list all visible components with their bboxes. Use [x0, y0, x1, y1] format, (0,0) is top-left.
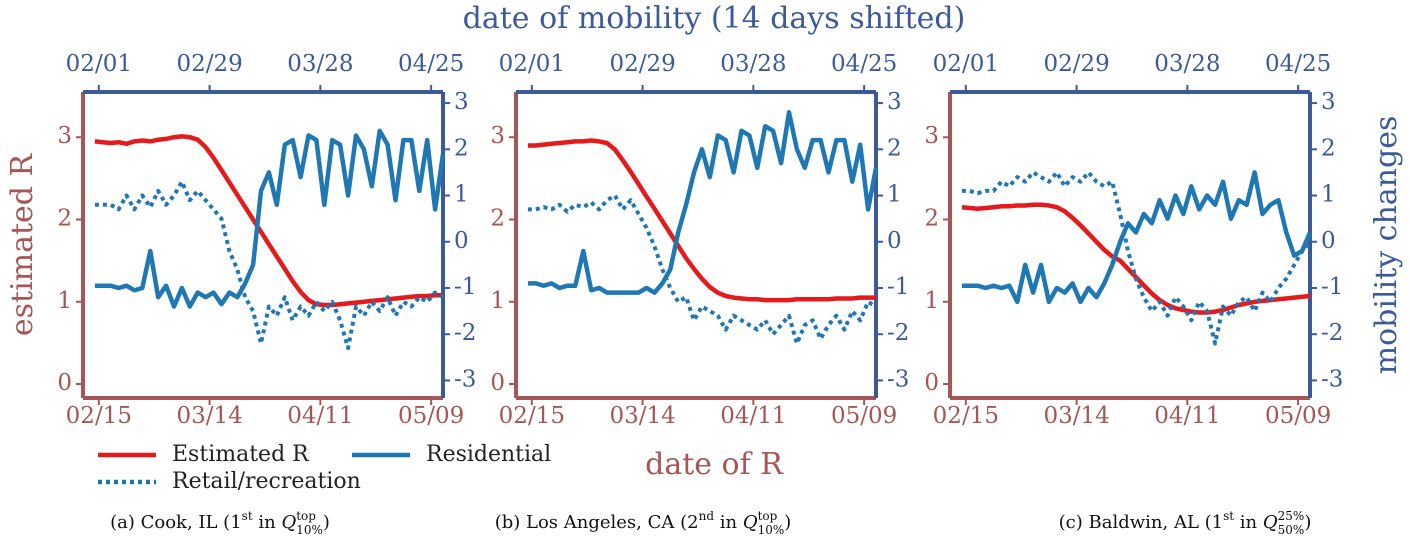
x-tick-label: 03/14 [609, 403, 675, 429]
x2-tick-label: 02/01 [499, 51, 565, 77]
x-tick-label: 05/09 [831, 403, 897, 429]
y-tick-label: 3 [57, 123, 72, 149]
y2-tick-label: 3 [1321, 89, 1336, 115]
x-tick-label: 02/15 [66, 403, 132, 429]
y2-tick-label: -2 [887, 320, 909, 346]
caption-part: in [714, 512, 743, 533]
caption-part: nd [699, 509, 715, 523]
series-line [94, 179, 445, 351]
x2-axis-label: date of mobility (14 days shifted) [463, 1, 966, 36]
x2-tick-label: 04/25 [1265, 51, 1331, 77]
y-tick-label: 3 [924, 123, 939, 149]
x-tick-label: 03/14 [1043, 403, 1109, 429]
caption-part: ) [323, 512, 330, 533]
y2-tick-label: 2 [454, 135, 469, 161]
caption-part: (c) Baldwin, AL (1 [1059, 512, 1223, 533]
y2-tick-label: 1 [1321, 182, 1336, 208]
x2-tick-label: 02/29 [609, 51, 675, 77]
caption-part: 25% [1278, 509, 1305, 523]
y2-tick-label: -3 [454, 366, 476, 392]
x2-tick-label: 02/29 [1043, 51, 1109, 77]
x2-tick-label: 04/25 [831, 51, 897, 77]
caption-part: in [1234, 512, 1263, 533]
caption-part: Q [281, 512, 296, 533]
x2-tick-label: 02/29 [176, 51, 242, 77]
series-line [94, 128, 446, 309]
y2-tick-label: -1 [454, 274, 476, 300]
x2-tick-label: 03/28 [720, 51, 786, 77]
x-axis-label: date of R [645, 447, 784, 482]
x-tick-label: 04/11 [1154, 403, 1220, 429]
x2-tick-label: 02/01 [933, 51, 999, 77]
x2-tick-label: 02/01 [66, 51, 132, 77]
y2-tick-label: -2 [454, 320, 476, 346]
series-line [961, 202, 1311, 315]
caption-part: st [1223, 509, 1234, 523]
y2-tick-label: 1 [887, 182, 902, 208]
x-tick-label: 02/15 [933, 403, 999, 429]
caption-part: 10% [296, 523, 323, 537]
y-tick-label: 1 [490, 288, 505, 314]
caption-part: (b) Los Angeles, CA (2 [495, 512, 699, 533]
legend-label: Estimated R [172, 442, 310, 467]
y-tick-label: 1 [924, 288, 939, 314]
caption-part: top [758, 509, 778, 523]
y-tick-label: 0 [57, 370, 72, 396]
y-tick-label: 2 [924, 206, 939, 232]
y2-tick-label: 3 [454, 89, 469, 115]
caption: (b) Los Angeles, CA (2nd in Qtop 10%) [495, 509, 792, 537]
caption: (a) Cook, IL (1st in Qtop 10%) [110, 509, 330, 537]
x-tick-label: 05/09 [398, 403, 464, 429]
series-line [527, 138, 876, 303]
x2-tick-label: 04/25 [398, 51, 464, 77]
y2-tick-label: -2 [1321, 320, 1343, 346]
caption-part: ) [784, 512, 791, 533]
series-line [527, 193, 878, 346]
series-line [961, 170, 1313, 305]
y-tick-label: 3 [490, 123, 505, 149]
y2-tick-label: 2 [1321, 135, 1336, 161]
y2-axis-label: mobility changes [1369, 116, 1404, 375]
y-tick-label: 0 [924, 370, 939, 396]
y-tick-label: 2 [490, 206, 505, 232]
legend-label: Retail/recreation [172, 469, 361, 494]
legend-label: Residential [426, 442, 551, 467]
caption-part: top [296, 509, 316, 523]
caption-part: (a) Cook, IL (1 [110, 512, 242, 533]
y2-tick-label: 3 [887, 89, 902, 115]
caption-part: Q [743, 512, 758, 533]
y-axis-label: estimated R [5, 152, 40, 336]
y2-tick-label: 2 [887, 135, 902, 161]
series-line [527, 110, 879, 295]
y2-tick-label: -3 [1321, 366, 1343, 392]
x2-tick-label: 03/28 [1154, 51, 1220, 77]
x-tick-label: 04/11 [720, 403, 786, 429]
caption-part: st [242, 509, 253, 523]
series-line [961, 170, 1312, 346]
y-tick-label: 0 [490, 370, 505, 396]
y2-tick-label: -3 [887, 366, 909, 392]
x-tick-label: 02/15 [499, 403, 565, 429]
caption-part: in [253, 512, 282, 533]
y-tick-label: 2 [57, 206, 72, 232]
caption: (c) Baldwin, AL (1st in Q25% 50%) [1059, 509, 1312, 537]
caption-part: 10% [758, 523, 785, 537]
y2-tick-label: 0 [1321, 228, 1336, 254]
y2-tick-label: 0 [887, 228, 902, 254]
caption-part: ) [1304, 512, 1311, 533]
x-tick-label: 04/11 [287, 403, 353, 429]
y2-tick-label: -1 [887, 274, 909, 300]
y2-tick-label: 0 [454, 228, 469, 254]
y-tick-label: 1 [57, 288, 72, 314]
x2-tick-label: 03/28 [287, 51, 353, 77]
caption-part: 50% [1278, 523, 1305, 537]
y2-tick-label: -1 [1321, 274, 1343, 300]
x-tick-label: 05/09 [1265, 403, 1331, 429]
y2-tick-label: 1 [454, 182, 469, 208]
caption-part: Q [1263, 512, 1278, 533]
x-tick-label: 03/14 [176, 403, 242, 429]
